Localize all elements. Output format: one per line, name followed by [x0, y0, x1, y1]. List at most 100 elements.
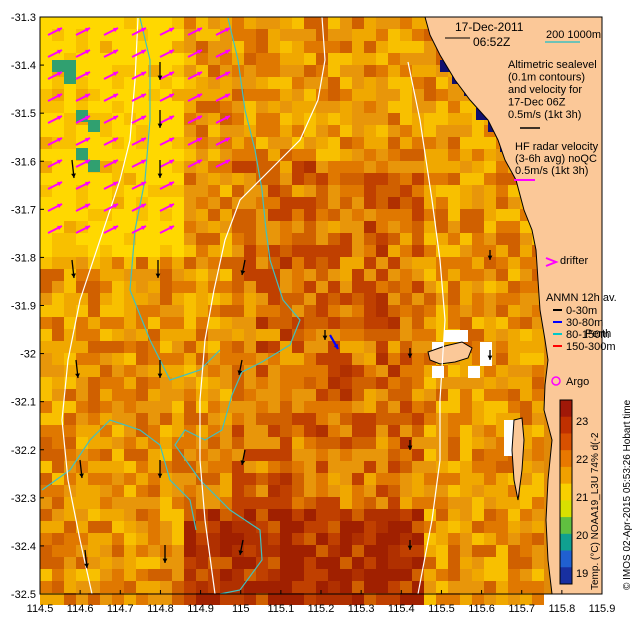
sst-cell [112, 161, 124, 173]
sst-cell [280, 65, 292, 77]
arrow-head [141, 137, 146, 143]
sst-cell [172, 341, 184, 353]
sst-cell [280, 317, 292, 329]
sst-cell [436, 197, 448, 209]
sst-cell [472, 413, 484, 425]
sst-cell [388, 569, 400, 581]
arrow-head [225, 115, 230, 121]
sst-cell [124, 581, 136, 593]
arrow-head [197, 71, 202, 77]
sst-cell [496, 281, 508, 293]
sst-cell [244, 593, 256, 605]
sst-cell [196, 269, 208, 281]
sst-cell [208, 65, 220, 77]
sst-cell [196, 581, 208, 593]
sst-cell [424, 125, 436, 137]
sst-cell [448, 593, 460, 605]
sst-cell [76, 257, 88, 269]
sst-cell [436, 533, 448, 545]
sst-cell [232, 305, 244, 317]
y-tick-label: -32.1 [11, 397, 36, 409]
sst-cell [136, 353, 148, 365]
sst-cell [172, 221, 184, 233]
sst-cell [268, 497, 280, 509]
sst-cell [352, 29, 364, 41]
sst-cell [316, 521, 328, 533]
sst-cell [52, 557, 64, 569]
sst-cell [268, 569, 280, 581]
sst-cell [208, 497, 220, 509]
sst-cell [256, 281, 268, 293]
sst-cell [412, 257, 424, 269]
sst-cell [364, 449, 376, 461]
sst-cell [280, 101, 292, 113]
sst-cell [316, 281, 328, 293]
sst-cell [376, 581, 388, 593]
sst-cell [508, 197, 520, 209]
sst-cell [520, 557, 532, 569]
sst-cell [460, 509, 472, 521]
colorbar-band [560, 416, 572, 434]
sst-cell [232, 257, 244, 269]
sst-cell [508, 581, 520, 593]
sst-cell [328, 233, 340, 245]
sst-cell [520, 257, 532, 269]
sst-cell [352, 581, 364, 593]
sst-cell [328, 377, 340, 389]
sst-cell [412, 557, 424, 569]
sst-cell [148, 269, 160, 281]
sst-cell [412, 17, 424, 29]
sst-cell [328, 437, 340, 449]
sst-cell [352, 437, 364, 449]
sst-cell [280, 113, 292, 125]
sst-cell [520, 521, 532, 533]
sst-cell [148, 569, 160, 581]
sst-cell [64, 305, 76, 317]
sst-cell [508, 269, 520, 281]
sst-cell [328, 257, 340, 269]
sst-cell [376, 149, 388, 161]
sst-cell [52, 569, 64, 581]
sst-cell [412, 461, 424, 473]
sst-cell [100, 305, 112, 317]
sst-cell [388, 425, 400, 437]
sst-cell [316, 341, 328, 353]
sst-cell [40, 329, 52, 341]
x-tick-label: 115.8 [548, 603, 575, 615]
sst-cell [220, 125, 232, 137]
sst-cell [280, 209, 292, 221]
sst-cell [112, 533, 124, 545]
sst-cell [64, 113, 76, 125]
sst-cell [400, 533, 412, 545]
sst-cell [148, 497, 160, 509]
sst-cell [316, 293, 328, 305]
sst-cell [136, 377, 148, 389]
sst-cell [292, 401, 304, 413]
sst-cell [412, 365, 424, 377]
sst-cell [148, 245, 160, 257]
sst-cell [208, 413, 220, 425]
arrow-head [113, 93, 118, 99]
sst-cell [484, 257, 496, 269]
sst-cell [280, 149, 292, 161]
sst-cell [76, 353, 88, 365]
sst-cell [268, 209, 280, 221]
sst-cell [436, 305, 448, 317]
sst-cell [328, 569, 340, 581]
sst-cell [172, 257, 184, 269]
sst-cell [100, 485, 112, 497]
sst-cell [160, 497, 172, 509]
sst-cell [496, 461, 508, 473]
sst-cell [184, 353, 196, 365]
sst-cell [256, 305, 268, 317]
sst-cell [100, 65, 112, 77]
sst-cell [268, 281, 280, 293]
sst-cell [136, 509, 148, 521]
sst-cell [124, 437, 136, 449]
sst-cell [184, 413, 196, 425]
sst-cell [124, 485, 136, 497]
sst-cell [352, 65, 364, 77]
sst-cell [88, 569, 100, 581]
arrow-head [169, 225, 174, 231]
sst-cell [376, 329, 388, 341]
